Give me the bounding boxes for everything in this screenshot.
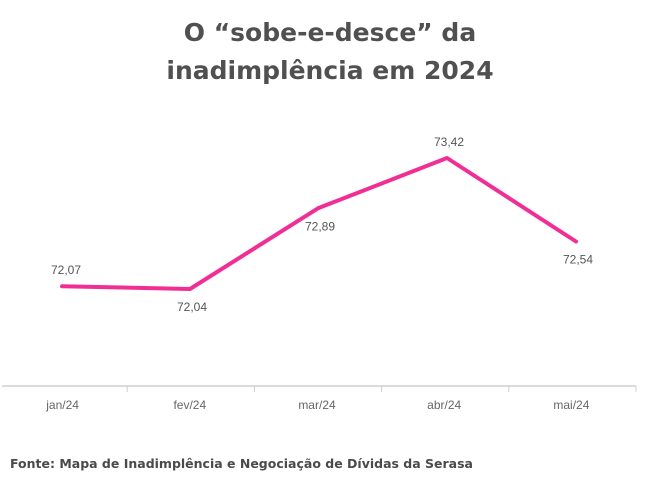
data-label: 73,42 — [434, 135, 464, 149]
series-line — [60, 156, 578, 291]
x-tick-label: mar/24 — [298, 398, 336, 412]
x-axis-ticks: jan/24 fev/24 mar/24 abr/24 mai/24 — [45, 386, 637, 412]
chart-title-line-1: O “sobe-e-desce” da — [183, 18, 477, 47]
x-tick-label: jan/24 — [45, 398, 79, 412]
data-labels: 72,07 72,04 72,89 73,42 72,54 — [51, 135, 593, 314]
data-label: 72,89 — [305, 219, 335, 233]
x-tick-label: mai/24 — [553, 398, 589, 412]
data-label: 72,07 — [51, 263, 81, 277]
data-label: 72,04 — [177, 300, 207, 314]
chart-title-line-2: inadimplência em 2024 — [166, 56, 494, 85]
chart-title: O “sobe-e-desce” da inadimplência em 202… — [0, 14, 660, 90]
x-tick-label: abr/24 — [427, 398, 461, 412]
source-note: Fonte: Mapa de Inadimplência e Negociaçã… — [10, 456, 473, 471]
data-label: 72,54 — [563, 253, 593, 267]
x-tick-label: fev/24 — [173, 398, 206, 412]
